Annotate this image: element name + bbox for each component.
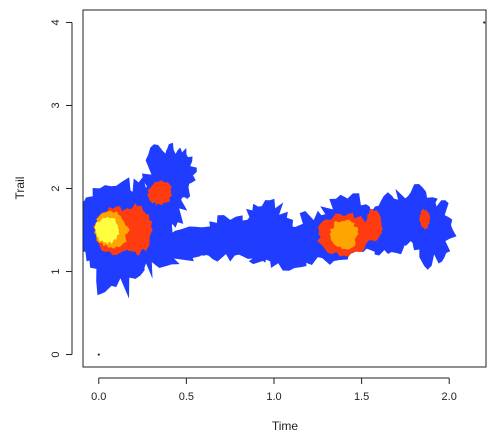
plot-frame [82, 9, 487, 368]
x-tick-label: 1.0 [266, 391, 281, 403]
density-region-medium [418, 208, 431, 230]
y-tick-label: 1 [50, 268, 62, 274]
x-axis: 0.0 0.5 1.0 1.5 2.0 [91, 377, 457, 403]
y-axis-title: Trail [13, 177, 27, 200]
isolated-points [97, 21, 486, 356]
y-tick-label: 4 [50, 19, 62, 25]
x-tick-label: 0.5 [179, 391, 194, 403]
y-tick-label: 2 [50, 185, 62, 191]
y-tick-label: 0 [50, 351, 62, 357]
isolated-point [483, 21, 486, 24]
density-region-high [329, 219, 359, 250]
x-tick-label: 1.5 [354, 391, 369, 403]
density-region-medium [147, 180, 172, 206]
x-tick-label: 0.0 [91, 391, 106, 403]
isolated-point [97, 353, 100, 356]
density-region-peak [94, 216, 120, 245]
density-region-medium [365, 208, 383, 242]
density-region-medium [122, 203, 153, 256]
y-axis: 0 1 2 3 4 [50, 19, 73, 358]
density-region-low [407, 198, 457, 270]
y-tick-label: 3 [50, 102, 62, 108]
x-axis-title: Time [272, 419, 299, 433]
x-tick-label: 2.0 [442, 391, 457, 403]
density-regions [83, 142, 457, 299]
